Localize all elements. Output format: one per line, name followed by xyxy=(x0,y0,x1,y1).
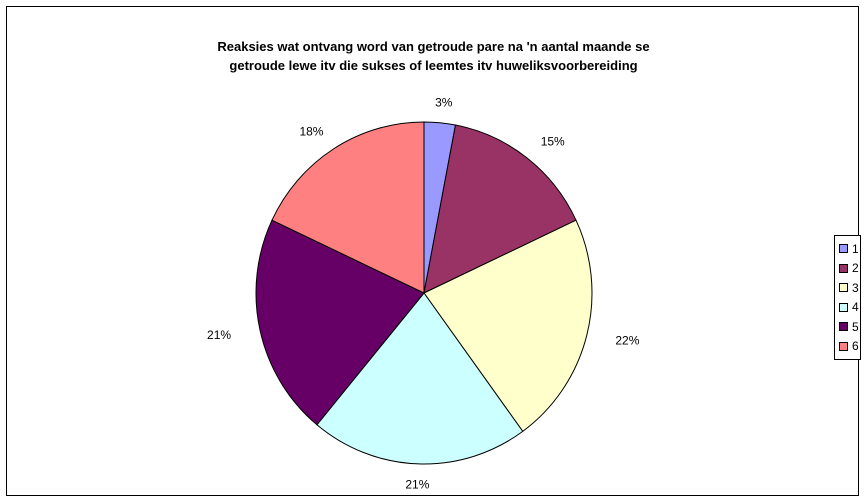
legend: 1 2 3 4 5 6 xyxy=(834,235,861,360)
chart-title-line-1: Reaksies wat ontvang word van getroude p… xyxy=(217,39,650,54)
slice-label-6: 18% xyxy=(299,124,323,138)
legend-label-4: 4 xyxy=(852,300,859,315)
pie-slice-5 xyxy=(255,219,425,426)
pie-slice-6 xyxy=(271,121,425,294)
legend-swatch-6 xyxy=(839,341,848,351)
slice-label-4: 21% xyxy=(405,477,429,491)
legend-label-5: 5 xyxy=(852,319,859,334)
chart-title: Reaksies wat ontvang word van getroude p… xyxy=(7,37,860,75)
legend-item-4: 4 xyxy=(835,298,860,318)
legend-item-5: 5 xyxy=(835,317,860,337)
slice-label-2: 15% xyxy=(541,135,565,149)
legend-item-2: 2 xyxy=(835,259,860,279)
legend-item-1: 1 xyxy=(835,239,860,259)
legend-swatch-1 xyxy=(839,244,848,254)
slice-label-3: 22% xyxy=(615,334,639,348)
slice-label-5: 21% xyxy=(207,328,231,342)
chart-title-line-2: getroude lewe itv die sukses of leemtes … xyxy=(229,58,638,73)
legend-swatch-5 xyxy=(839,322,848,332)
legend-swatch-4 xyxy=(839,302,848,312)
pie-slice-2 xyxy=(423,124,577,294)
chart-area: Reaksies wat ontvang word van getroude p… xyxy=(6,6,861,496)
legend-label-2: 2 xyxy=(852,261,859,276)
legend-swatch-3 xyxy=(839,283,848,293)
slice-label-1: 3% xyxy=(435,95,453,109)
legend-item-3: 3 xyxy=(835,278,860,298)
pie-slice-3 xyxy=(423,219,593,433)
legend-label-3: 3 xyxy=(852,280,859,295)
pie-chart: 3% 15% 22% 21% 21% 18% xyxy=(207,95,640,491)
pie-slice-4 xyxy=(316,292,524,465)
legend-label-6: 6 xyxy=(852,339,859,354)
legend-label-1: 1 xyxy=(852,241,859,256)
legend-item-6: 6 xyxy=(835,337,860,357)
legend-swatch-2 xyxy=(839,263,848,273)
